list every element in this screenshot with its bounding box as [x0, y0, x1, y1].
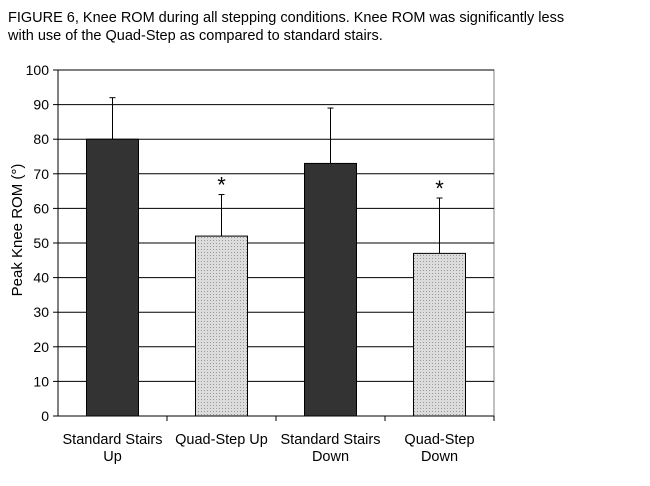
y-tick-label: 30: [33, 304, 49, 320]
significance-marker: *: [435, 176, 444, 201]
bar: [304, 162, 357, 417]
x-tick-label: Down: [421, 449, 458, 465]
y-tick-label: 90: [33, 97, 49, 113]
y-tick-label: 20: [33, 339, 49, 355]
y-tick-label: 50: [33, 235, 49, 251]
x-tick-label: Up: [103, 449, 122, 465]
figure-caption: FIGURE 6, Knee ROM during all stepping c…: [8, 9, 638, 45]
bars: * *: [86, 97, 466, 417]
y-tick-label: 10: [33, 373, 49, 389]
x-tick-label: Standard Stairs: [281, 432, 381, 448]
bar: [195, 235, 248, 417]
caption-line-2: with use of the Quad-Step as compared to…: [8, 28, 383, 44]
y-tick-label: 40: [33, 270, 49, 286]
caption-line-1: FIGURE 6, Knee ROM during all stepping c…: [8, 10, 565, 26]
x-tick-label: Quad-Step: [404, 432, 474, 448]
y-tick-label: 60: [33, 200, 49, 216]
bar: [413, 252, 466, 417]
x-tick-label: Standard Stairs: [63, 432, 163, 448]
significance-marker: *: [217, 173, 226, 198]
x-tick-label: Quad-Step Up: [175, 432, 268, 448]
y-tick-label: 100: [26, 62, 50, 78]
y-tick-label: 70: [33, 166, 49, 182]
bar: [86, 138, 139, 417]
y-tick-label: 80: [33, 131, 49, 147]
y-tick-label: 0: [41, 408, 49, 424]
y-axis-label: Peak Knee ROM (°): [9, 164, 26, 297]
x-tick-label: Down: [312, 449, 349, 465]
